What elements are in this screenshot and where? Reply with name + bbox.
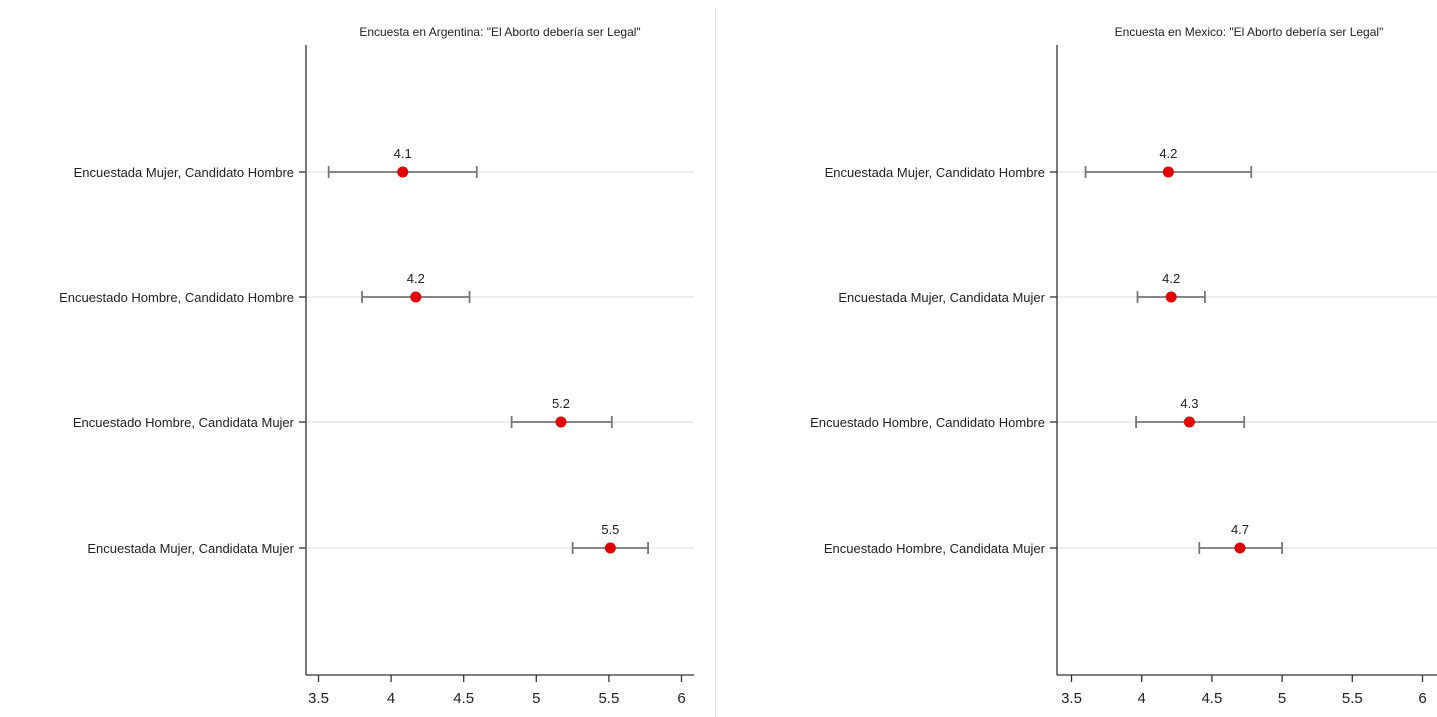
category-label: Encuestada Mujer, Candidata Mujer (838, 290, 1045, 305)
data-label: 5.5 (601, 522, 619, 537)
x-tick-label: 5 (1278, 690, 1286, 707)
panel-divider (715, 8, 716, 717)
x-tick-label: 5 (532, 690, 540, 707)
data-point (410, 291, 422, 303)
x-tick-label: 3.5 (1061, 690, 1082, 707)
category-label: Encuestada Mujer, Candidato Hombre (825, 165, 1045, 180)
data-label: 5.2 (552, 396, 570, 411)
data-label: 4.2 (1159, 146, 1177, 161)
chart-mexico: Encuesta en Mexico: "El Aborto debería s… (810, 25, 1437, 707)
x-tick-label: 6 (677, 690, 685, 707)
x-tick-label: 5.5 (1342, 690, 1363, 707)
data-point (1162, 166, 1174, 178)
category-label: Encuestado Hombre, Candidata Mujer (824, 541, 1046, 556)
x-tick-label: 4 (1138, 690, 1146, 707)
x-tick-label: 6 (1418, 690, 1426, 707)
data-label: 4.2 (1162, 271, 1180, 286)
category-label: Encuestada Mujer, Candidata Mujer (87, 541, 294, 556)
data-point (1165, 291, 1177, 303)
data-label: 4.1 (394, 146, 412, 161)
x-tick-label: 4.5 (1201, 690, 1222, 707)
x-tick-label: 3.5 (308, 690, 329, 707)
chart-panel-mexico: Encuesta en Mexico: "El Aborto debería s… (716, 0, 1437, 717)
chart-title: Encuesta en Mexico: "El Aborto debería s… (1115, 25, 1384, 39)
data-point (555, 416, 567, 428)
data-label: 4.3 (1180, 396, 1198, 411)
chart-panel-argentina: Encuesta en Argentina: "El Aborto deberí… (0, 0, 715, 717)
data-point (1183, 416, 1195, 428)
data-point (604, 542, 616, 554)
data-label: 4.2 (407, 271, 425, 286)
category-label: Encuestado Hombre, Candidato Hombre (59, 290, 294, 305)
category-label: Encuestada Mujer, Candidato Hombre (74, 165, 294, 180)
data-point (1234, 542, 1246, 554)
chart-title: Encuesta en Argentina: "El Aborto deberí… (359, 25, 640, 39)
category-label: Encuestado Hombre, Candidata Mujer (73, 415, 295, 430)
data-label: 4.7 (1231, 522, 1249, 537)
x-tick-label: 5.5 (598, 690, 619, 707)
x-tick-label: 4.5 (453, 690, 474, 707)
category-label: Encuestado Hombre, Candidato Hombre (810, 415, 1045, 430)
chart-argentina: Encuesta en Argentina: "El Aborto deberí… (59, 25, 694, 707)
x-tick-label: 4 (387, 690, 395, 707)
data-point (397, 166, 409, 178)
